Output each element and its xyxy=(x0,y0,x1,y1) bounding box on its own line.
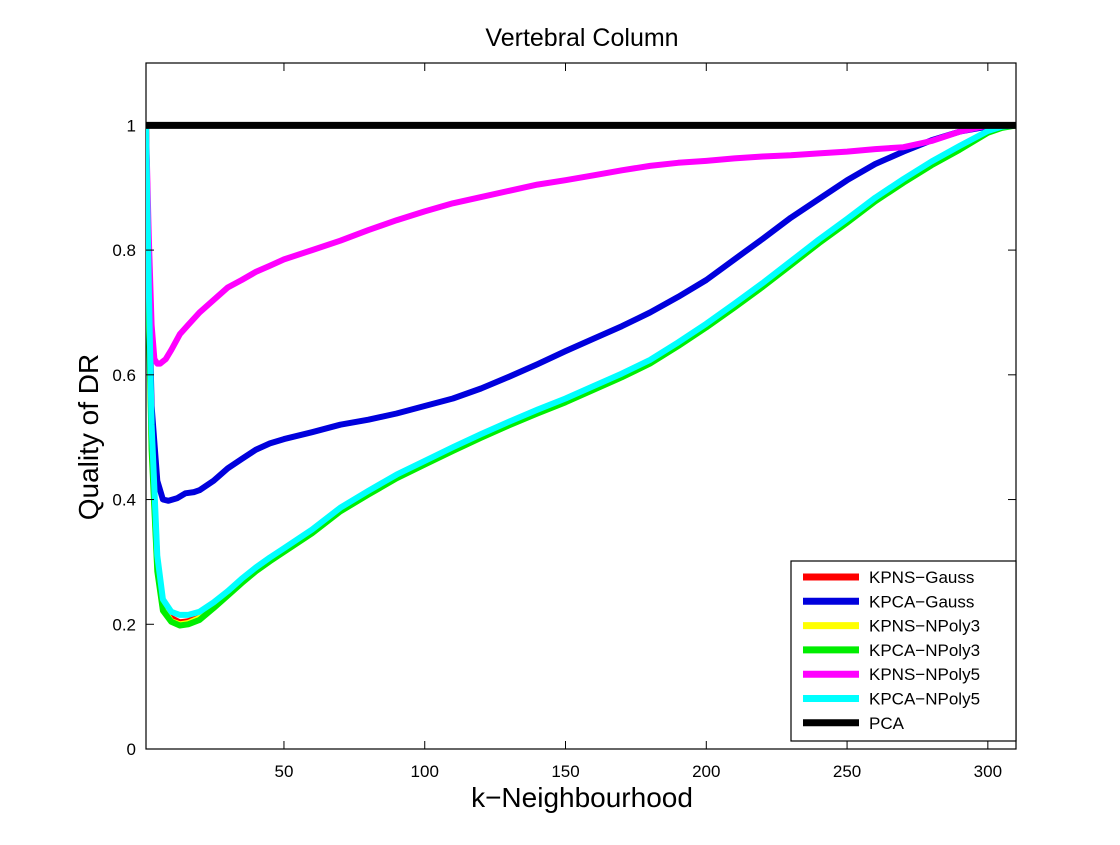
legend-label: KPNS−NPoly5 xyxy=(869,665,980,684)
legend: KPNS−Gauss KPCA−Gauss KPNS−NPoly3 KPCA−NPol… xyxy=(790,560,1017,742)
x-tick-label: 100 xyxy=(411,762,439,781)
x-tick-label: 50 xyxy=(275,762,294,781)
y-tick-label: 0.6 xyxy=(112,366,136,385)
plot-area: 50 100 150 200 250 300 0 0.2 0.4 0.6 0.8 1 xyxy=(112,62,1017,781)
tick-layer: 50 100 150 200 250 300 0 0.2 0.4 0.6 0.8 1 xyxy=(112,63,1016,781)
y-tick-label: 1 xyxy=(127,116,136,135)
legend-label: PCA xyxy=(869,714,905,733)
legend-items: KPNS−Gauss KPCA−Gauss KPNS−NPoly3 KPCA−NPol… xyxy=(803,568,980,733)
y-tick-label: 0.2 xyxy=(112,615,136,634)
x-tick-label: 300 xyxy=(974,762,1002,781)
series-layer xyxy=(146,121,1016,629)
legend-label: KPCA−NPoly5 xyxy=(869,690,980,709)
legend-label: KPNS−Gauss xyxy=(869,568,974,587)
series-line-kpca-npoly5 xyxy=(146,122,1016,618)
legend-label: KPNS−NPoly3 xyxy=(869,617,980,636)
legend-label: KPCA−NPoly3 xyxy=(869,641,980,660)
chart-title: Vertebral Column xyxy=(485,24,678,52)
y-tick-label: 0 xyxy=(127,740,136,759)
series-line-kpns-npoly5 xyxy=(146,122,1016,367)
legend-label: KPCA−Gauss xyxy=(869,592,974,611)
x-tick-label: 150 xyxy=(551,762,579,781)
y-tick-label: 0.8 xyxy=(112,241,136,260)
series-line-kpca-gauss xyxy=(146,122,1016,504)
series-line-kpca-npoly3 xyxy=(146,122,1016,629)
x-tick-label: 200 xyxy=(692,762,720,781)
y-axis-label: Quality of DR xyxy=(73,354,104,521)
y-tick-label: 0.4 xyxy=(112,491,136,510)
x-tick-label: 250 xyxy=(833,762,861,781)
x-axis-label: k−Neighbourhood xyxy=(471,782,693,813)
